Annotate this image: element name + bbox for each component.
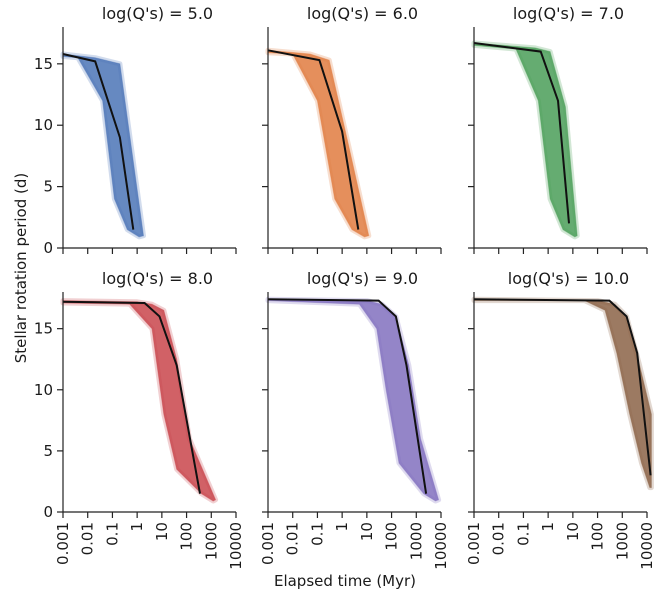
panel-title: log(Q's) = 7.0	[513, 4, 624, 23]
trajectory-haze	[60, 298, 219, 504]
x-tick-label: 1000	[613, 522, 631, 560]
median-line	[62, 300, 201, 494]
y-tick-label: 5	[43, 178, 53, 196]
y-tick-label: 15	[34, 55, 53, 73]
x-tick-label: 0.01	[79, 522, 97, 555]
x-tick-label: 1000	[202, 522, 220, 560]
x-tick-label: 0.001	[54, 522, 72, 565]
x-tick-label: 0.01	[490, 522, 508, 555]
y-axis-title: Stellar rotation period (d)	[12, 173, 30, 363]
panel-6: 0.001 0.01 0.1 1 10 100 1000 10000 log(Q's) = 10…	[465, 269, 656, 570]
median-line	[62, 53, 135, 230]
trajectory-band	[267, 49, 370, 238]
y-tick-label: 15	[34, 320, 53, 338]
x-axis-title: Elapsed time (Myr)	[274, 572, 416, 590]
y-tick-label: 10	[34, 381, 53, 399]
x-tick-label: 0.1	[308, 522, 326, 546]
x-tick-label: 10000	[227, 522, 245, 570]
trajectory-band	[62, 300, 217, 502]
panel-4: 0 5 10 15 0.001 0.01 0.1 1 10 100 1000 10000 log(Q's…	[34, 269, 245, 570]
x-tick-label: 100	[178, 522, 196, 551]
x-tick-label: 10000	[432, 522, 450, 570]
x-tick-label: 1000	[407, 522, 425, 560]
panel-2: log(Q's) = 6.0	[262, 4, 442, 254]
panel-title: log(Q's) = 9.0	[307, 269, 418, 288]
panel-3: log(Q's) = 7.0	[468, 4, 648, 254]
x-tick-label: 0.001	[259, 522, 277, 565]
y-tick-label: 0	[43, 239, 53, 257]
median-line	[473, 298, 652, 476]
x-tick-label: 0.01	[284, 522, 302, 555]
x-tick-label: 10	[564, 522, 582, 541]
x-tick-label: 10	[153, 522, 171, 541]
panel-1: 0 5 10 15 log(Q's) = 5.0	[34, 4, 237, 257]
x-tick-label: 1	[333, 522, 351, 532]
y-tick-label: 0	[43, 503, 53, 521]
panel-title: log(Q's) = 5.0	[102, 4, 213, 23]
x-tick-label: 10	[358, 522, 376, 541]
median-line	[267, 298, 428, 494]
y-tick-label: 5	[43, 442, 53, 460]
median-line	[473, 42, 570, 224]
x-tick-label: 100	[589, 522, 607, 551]
x-tick-label: 0.1	[103, 522, 121, 546]
panel-title: log(Q's) = 6.0	[307, 4, 418, 23]
y-tick-label: 10	[34, 116, 53, 134]
x-tick-label: 1	[128, 522, 146, 532]
panel-5: 0.001 0.01 0.1 1 10 100 1000 10000 log(Q's) = 9.…	[259, 269, 450, 570]
x-tick-label: 100	[383, 522, 401, 551]
x-tick-label: 1	[539, 522, 557, 532]
x-tick-label: 10000	[638, 522, 656, 570]
median-line	[267, 49, 360, 230]
x-tick-label: 0.1	[514, 522, 532, 546]
panel-title: log(Q's) = 10.0	[508, 269, 629, 288]
panel-title: log(Q's) = 8.0	[102, 269, 213, 288]
x-tick-label: 0.001	[465, 522, 483, 565]
